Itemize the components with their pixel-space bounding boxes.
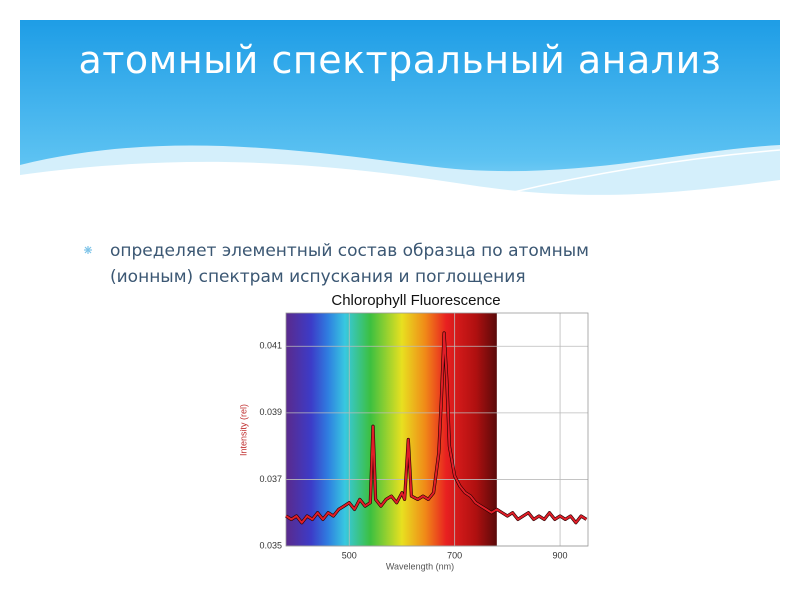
bullet-text: определяет элементный состав образца по … [110,241,589,287]
y-tick-label: 0.039 [259,407,282,417]
spectrum-band [286,313,497,546]
y-axis-label: Intensity (rel) [238,404,248,456]
wave-line [479,149,781,201]
y-tick-label: 0.041 [259,341,282,351]
chart: Chlorophyll Fluorescence Wavelength (nm)… [236,290,596,580]
chart-title: Chlorophyll Fluorescence [331,292,500,309]
wave [20,161,780,225]
x-tick-label: 900 [553,550,568,560]
line [285,332,587,524]
y-tick-label: 0.035 [259,540,282,550]
slide-title: атомный спектральный анализ [78,38,722,82]
bullet-marker [84,246,92,254]
x-tick-label: 500 [342,550,357,560]
y-tick-label: 0.037 [259,474,282,484]
x-tick-label: 700 [447,550,462,560]
x-axis-label: Wavelength (nm) [386,561,454,571]
plot-frame [285,312,589,547]
